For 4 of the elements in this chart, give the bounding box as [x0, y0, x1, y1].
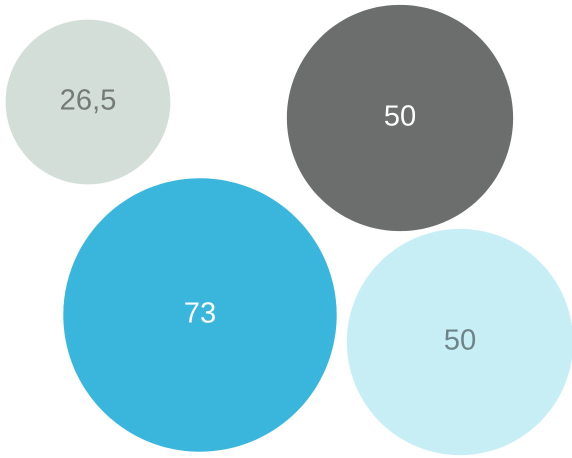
data-label: 50	[444, 329, 476, 350]
data-label: 73	[185, 302, 215, 323]
data-label: 26,5	[61, 89, 116, 114]
data-label: 50	[384, 105, 416, 126]
